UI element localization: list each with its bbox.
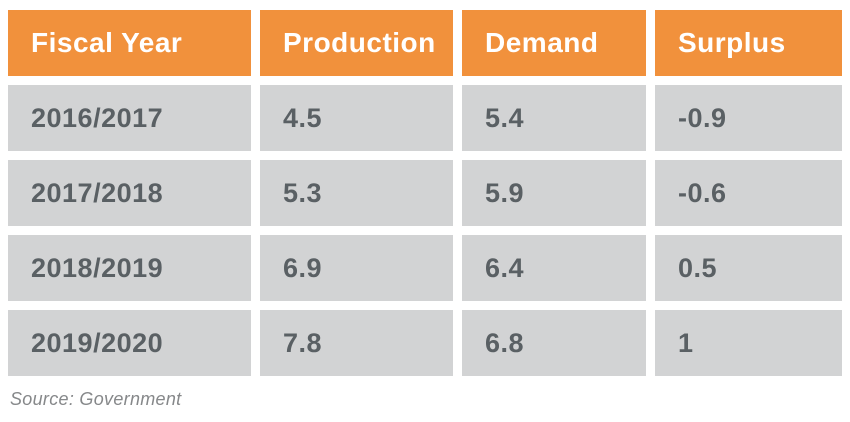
- cell-value: 6.9: [283, 252, 323, 283]
- cell-value: -0.9: [678, 102, 727, 133]
- header-cell-production: Production: [260, 10, 453, 76]
- table-cell-production: 6.9: [260, 235, 453, 301]
- table-cell-year: 2019/2020: [8, 310, 251, 376]
- table-cell-surplus: -0.9: [655, 85, 842, 151]
- table-cell-surplus: 1: [655, 310, 842, 376]
- table-cell-production: 7.8: [260, 310, 453, 376]
- source-note: Source: Government: [10, 389, 182, 409]
- cell-value: 2018/2019: [31, 252, 164, 283]
- table-cell-production: 5.3: [260, 160, 453, 226]
- cell-value: 0.5: [678, 252, 718, 283]
- cell-value: -0.6: [678, 177, 727, 208]
- cell-value: 4.5: [283, 102, 323, 133]
- cell-value: 2017/2018: [31, 177, 164, 208]
- header-label: Demand: [485, 27, 599, 58]
- table-cell-demand: 6.8: [462, 310, 646, 376]
- cell-value: 1: [678, 327, 694, 358]
- table-cell-year: 2017/2018: [8, 160, 251, 226]
- header-label: Fiscal Year: [31, 27, 183, 58]
- table-cell-demand: 6.4: [462, 235, 646, 301]
- cell-value: 5.9: [485, 177, 525, 208]
- table-cell-demand: 5.4: [462, 85, 646, 151]
- cell-value: 5.4: [485, 102, 525, 133]
- cell-value: 2019/2020: [31, 327, 164, 358]
- table-cell-year: 2016/2017: [8, 85, 251, 151]
- table-cell-production: 4.5: [260, 85, 453, 151]
- cell-value: 6.8: [485, 327, 525, 358]
- cell-value: 6.4: [485, 252, 525, 283]
- header-cell-fiscal-year: Fiscal Year: [8, 10, 251, 76]
- header-cell-surplus: Surplus: [655, 10, 842, 76]
- table-cell-surplus: 0.5: [655, 235, 842, 301]
- header-label: Surplus: [678, 27, 786, 58]
- table-cell-year: 2018/2019: [8, 235, 251, 301]
- cell-value: 5.3: [283, 177, 323, 208]
- fiscal-data-table: Fiscal Year Production Demand Surplus 20…: [8, 10, 842, 376]
- table-cell-demand: 5.9: [462, 160, 646, 226]
- cell-value: 7.8: [283, 327, 323, 358]
- header-label: Production: [283, 27, 436, 58]
- table-cell-surplus: -0.6: [655, 160, 842, 226]
- cell-value: 2016/2017: [31, 102, 164, 133]
- header-cell-demand: Demand: [462, 10, 646, 76]
